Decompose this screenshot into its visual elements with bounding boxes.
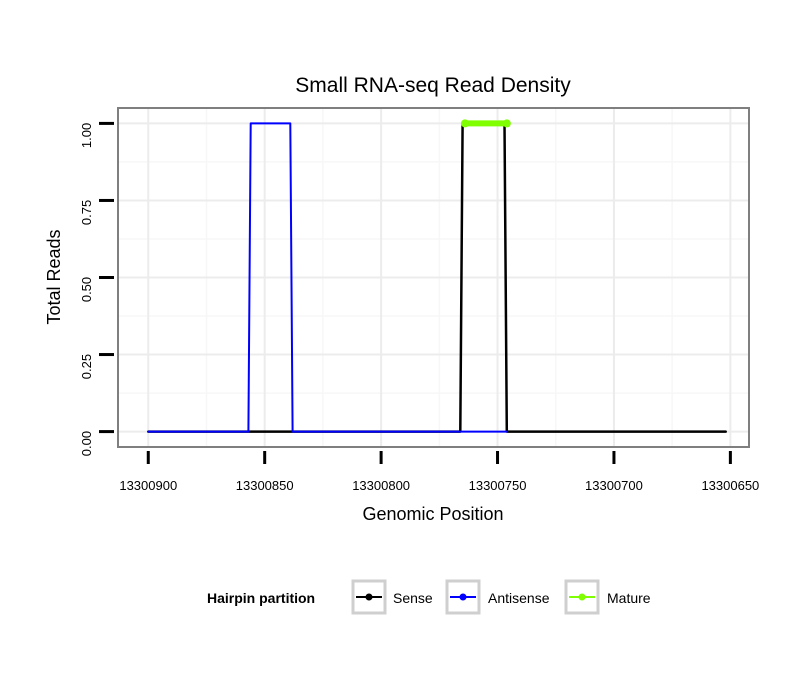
series-lines [147, 119, 727, 433]
y-tick-label: 0.50 [79, 277, 94, 302]
y-axis-title: Total Reads [44, 229, 64, 324]
legend-key-point [365, 593, 373, 601]
legend-title: Hairpin partition [207, 590, 315, 606]
legend-key-point [459, 593, 467, 601]
legend-item-mature: Mature [564, 579, 651, 615]
mature-point [502, 119, 511, 128]
x-tick-label: 13300650 [701, 478, 759, 493]
y-tick-label: 0.00 [79, 431, 94, 456]
legend-label: Antisense [488, 590, 550, 606]
legend: Hairpin partition Sense Antisense Mature [207, 579, 651, 615]
legend-label: Mature [607, 590, 651, 606]
legend-label: Sense [393, 590, 433, 606]
x-tick-label: 13300900 [119, 478, 177, 493]
y-tick-label: 0.75 [79, 200, 94, 225]
legend-item-antisense: Antisense [445, 579, 550, 615]
x-axis-title: Genomic Position [362, 504, 503, 524]
legend-key-point [578, 593, 586, 601]
x-tick-label: 13300750 [469, 478, 527, 493]
mature-point [460, 119, 469, 128]
chart-title: Small RNA-seq Read Density [295, 74, 571, 97]
grid-lines [119, 109, 748, 446]
series-line-antisense [147, 122, 508, 433]
legend-item-sense: Sense [351, 579, 433, 615]
y-tick-label: 0.25 [79, 354, 94, 379]
y-tick-label: 1.00 [79, 123, 94, 148]
x-tick-label: 13300850 [236, 478, 294, 493]
x-tick-label: 13300800 [352, 478, 410, 493]
x-tick-label: 13300700 [585, 478, 643, 493]
axes: 13300900 13300850 13300800 13300750 13300700… [79, 121, 759, 493]
